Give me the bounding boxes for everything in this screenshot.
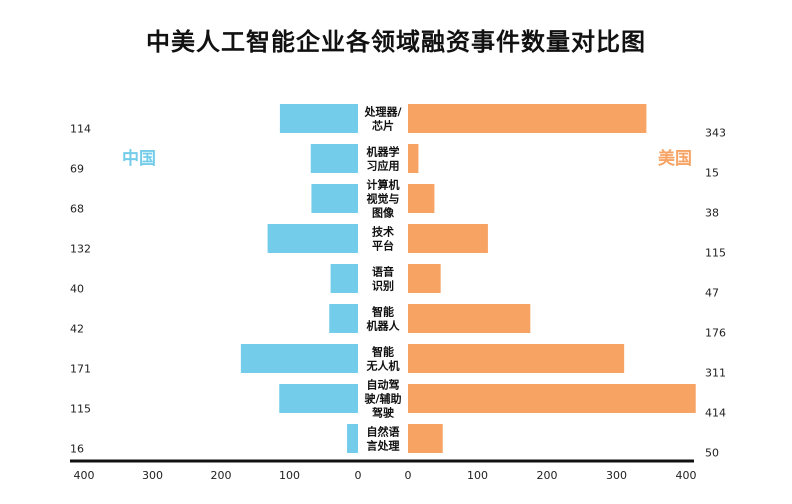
bar-china <box>311 184 358 213</box>
value-label-usa: 414 <box>705 407 726 420</box>
right-axis-tick: 400 <box>676 469 697 482</box>
category-label: 智能 <box>372 305 394 319</box>
value-label-usa: 47 <box>705 287 719 300</box>
category-label: 无人机 <box>366 359 400 373</box>
category-label: 芯片 <box>372 119 394 133</box>
bar-usa <box>408 184 435 213</box>
value-label-usa: 50 <box>705 447 719 460</box>
left-axis-tick: 100 <box>279 469 300 482</box>
right-axis-tick: 100 <box>467 469 488 482</box>
bar-china <box>279 104 358 133</box>
value-label-usa: 343 <box>705 127 726 140</box>
value-label-usa: 176 <box>705 327 726 340</box>
right-axis-tick: 200 <box>537 469 558 482</box>
category-label: 驾驶 <box>371 406 395 420</box>
left-axis-tick: 200 <box>211 469 232 482</box>
category-label: 图像 <box>372 206 395 220</box>
category-label: 自然语 <box>367 425 400 439</box>
value-label-china: 42 <box>70 323 84 336</box>
right-axis-tick: 0 <box>405 469 412 482</box>
value-label-china: 114 <box>70 123 91 136</box>
chart-title: 中美人工智能企业各领域融资事件数量对比图 <box>146 28 646 56</box>
bar-usa <box>408 104 647 133</box>
bar-china <box>240 344 358 373</box>
bar-usa <box>408 424 443 453</box>
category-label: 习应用 <box>367 159 400 173</box>
value-label-china: 40 <box>70 283 84 296</box>
value-label-usa: 311 <box>705 367 726 380</box>
bar-usa <box>408 344 625 373</box>
left-axis-tick: 300 <box>142 469 163 482</box>
category-label: 驶/辅助 <box>364 392 401 406</box>
category-label: 处理器/ <box>363 105 402 119</box>
category-label: 言处理 <box>367 439 400 453</box>
right-axis-tick: 300 <box>606 469 627 482</box>
category-label: 机器学 <box>367 145 400 159</box>
category-label: 计算机 <box>367 178 400 192</box>
bar-china <box>279 384 358 413</box>
category-label: 平台 <box>372 239 394 253</box>
bar-usa <box>408 224 488 253</box>
bar-china <box>347 424 358 453</box>
value-label-china: 69 <box>70 163 84 176</box>
left-axis-tick: 0 <box>355 469 362 482</box>
bar-china <box>329 304 358 333</box>
bar-usa <box>408 304 531 333</box>
legend-china: 中国 <box>122 149 156 169</box>
value-label-usa: 15 <box>705 167 719 180</box>
category-label: 视觉与 <box>367 192 400 206</box>
category-label: 自动驾 <box>367 378 400 392</box>
legend-usa: 美国 <box>658 149 692 169</box>
category-label: 识别 <box>372 279 394 293</box>
value-label-china: 115 <box>70 403 91 416</box>
left-axis-tick: 400 <box>74 469 95 482</box>
category-label: 语音 <box>372 265 394 279</box>
value-label-china: 68 <box>70 203 84 216</box>
category-label: 技术 <box>372 225 394 239</box>
value-label-china: 132 <box>70 243 91 256</box>
value-label-usa: 115 <box>705 247 726 260</box>
value-label-china: 16 <box>70 443 84 456</box>
category-label: 智能 <box>372 345 394 359</box>
bar-china <box>310 144 358 173</box>
value-label-china: 171 <box>70 363 91 376</box>
bar-usa <box>408 384 696 413</box>
value-label-usa: 38 <box>705 207 719 220</box>
category-label: 机器人 <box>367 319 401 333</box>
bar-usa <box>408 144 419 173</box>
bar-china <box>267 224 358 253</box>
bar-usa <box>408 264 441 293</box>
bar-china <box>330 264 358 293</box>
